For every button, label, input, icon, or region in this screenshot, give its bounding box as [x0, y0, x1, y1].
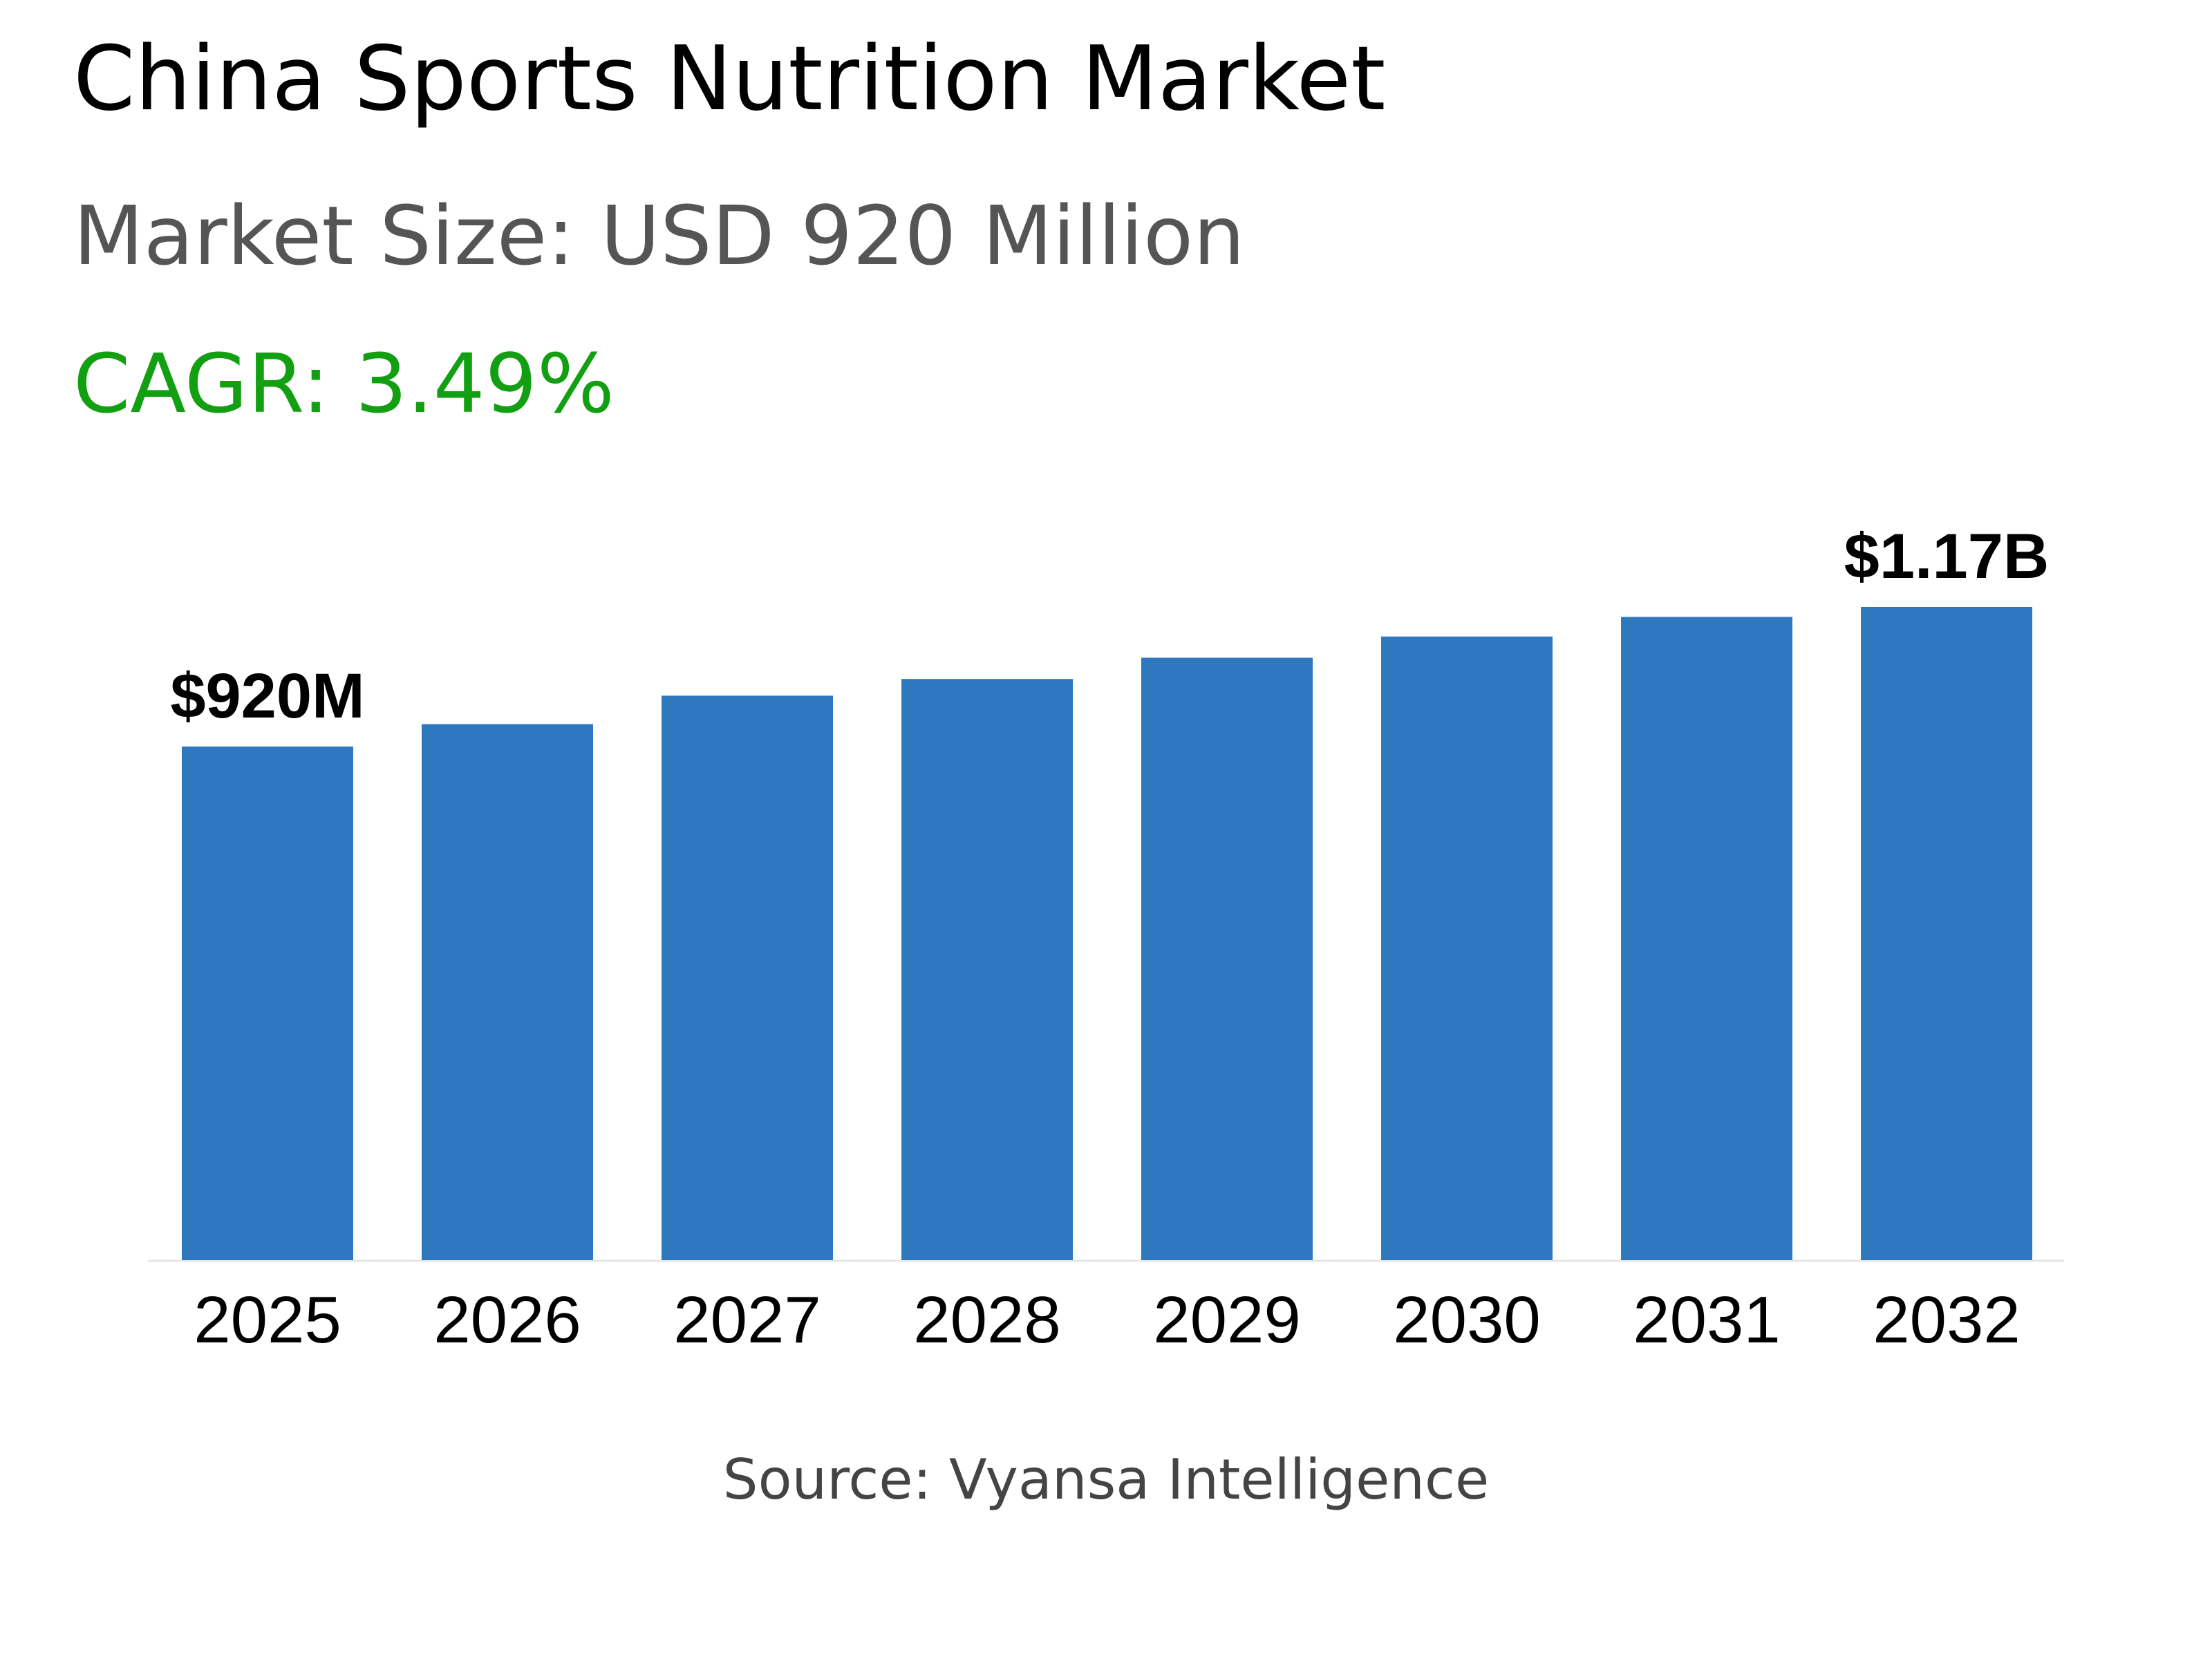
value-label: $1.17B	[1844, 521, 2050, 592]
x-tick-label: 2027	[673, 1283, 821, 1357]
bar	[182, 746, 353, 1260]
bar	[1621, 617, 1792, 1260]
source: Source: Vyansa Intelligence	[723, 1447, 1489, 1512]
x-tick-label: 2026	[433, 1283, 581, 1357]
chart-title: China Sports Nutrition Market	[73, 28, 1385, 131]
value-label: $920M	[170, 661, 364, 731]
x-tick-label: 2029	[1153, 1283, 1301, 1357]
x-tick-label: 2032	[1873, 1283, 2021, 1357]
x-tick-label: 2030	[1393, 1283, 1541, 1357]
bar	[1141, 657, 1313, 1260]
bar	[1381, 636, 1553, 1260]
cagr: CAGR: 3.49%	[73, 336, 615, 431]
x-tick-label: 2031	[1633, 1283, 1781, 1357]
x-tick-label: 2025	[194, 1283, 341, 1357]
bar	[1861, 607, 2032, 1260]
bar	[662, 695, 833, 1260]
x-tick-label: 2028	[913, 1283, 1061, 1357]
chart-subtitle: Market Size: USD 920 Million	[73, 188, 1245, 283]
bar	[422, 724, 593, 1260]
bar	[901, 679, 1073, 1260]
